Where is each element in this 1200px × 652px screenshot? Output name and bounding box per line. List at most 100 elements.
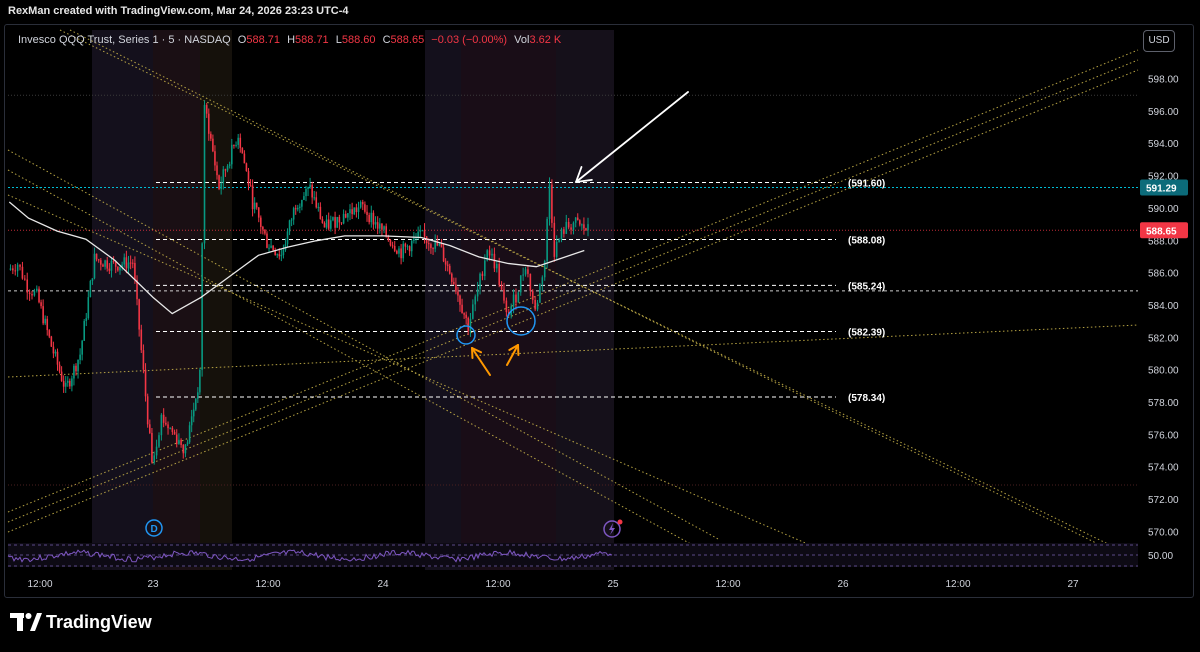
time-axis[interactable]: 12:00 23 12:00 24 12:00 25 12:00 26 12:00 27 (27, 579, 1079, 590)
candle-body (421, 230, 424, 232)
rsi-line (7, 549, 613, 563)
trendline[interactable] (59, 29, 1111, 546)
candle-body (158, 435, 160, 447)
candle-body (440, 243, 443, 248)
lightning-icon[interactable] (603, 519, 623, 538)
candle-body (102, 264, 104, 267)
candle-body (79, 354, 81, 360)
candle-body (239, 137, 242, 148)
candle-body (366, 211, 368, 215)
candle-body (220, 183, 222, 190)
candle-body (315, 197, 318, 208)
candle-body (46, 318, 49, 331)
symbol-name[interactable]: Invesco QQQ Trust, Series 1 · 5 · NASDAQ (18, 34, 231, 46)
time-tick-label: 12:00 (27, 579, 52, 590)
candle-body (251, 185, 254, 210)
tradingview-logo-icon (10, 613, 42, 631)
highlight-circle[interactable] (456, 325, 476, 345)
dividend-marker-label: D (151, 524, 158, 535)
candle-body (119, 266, 121, 271)
price-tick-label: 588.00 (1148, 236, 1179, 247)
trendline[interactable] (7, 194, 811, 546)
candle-body (243, 153, 246, 164)
candle-body (296, 207, 299, 210)
time-tick-label: 12:00 (715, 579, 740, 590)
dividend-marker[interactable] (145, 519, 163, 537)
price-tick-label: 572.00 (1148, 495, 1179, 506)
candle-body (194, 398, 197, 410)
trendline[interactable] (7, 149, 721, 541)
candle-body (391, 245, 394, 247)
annotations (456, 91, 689, 376)
candle-body (60, 371, 63, 381)
trendline[interactable] (7, 49, 1139, 513)
moving-average-line[interactable] (8, 201, 585, 315)
session-band (153, 30, 200, 570)
candle-body (432, 248, 434, 250)
blue-line-price-tag: 591.29 (1140, 179, 1188, 196)
high-value: 588.71 (295, 34, 329, 46)
candle-body (162, 414, 165, 423)
candle-body (313, 197, 316, 199)
candle-body (574, 217, 577, 223)
volume-label: Vol (514, 34, 530, 46)
session-band (556, 30, 614, 570)
time-tick-label: 23 (147, 579, 159, 590)
candle-body (515, 294, 517, 303)
candle-body (527, 269, 529, 274)
candle-body (481, 273, 484, 276)
candle-body (282, 250, 285, 256)
candle-body (134, 263, 136, 280)
candle-body (28, 292, 31, 295)
trendline[interactable] (7, 69, 1139, 533)
level-label: (585.24) (848, 281, 885, 292)
candle-body (579, 220, 581, 225)
candle-body (349, 209, 351, 214)
trendline[interactable] (7, 59, 1139, 523)
close-label: C (382, 34, 391, 46)
rsi-pane[interactable]: 50.00 (7, 543, 1173, 567)
orange-arrow[interactable] (506, 344, 520, 366)
session-shading (92, 30, 614, 570)
candle-body (222, 169, 225, 184)
candle-body (563, 229, 565, 234)
candle-body (270, 245, 272, 248)
price-chart[interactable]: (591.60) (588.08) (585.24) (582.39) (578.34)… (0, 0, 1200, 600)
candle-body (48, 330, 51, 337)
candle-body (425, 236, 428, 244)
candle-body (230, 144, 233, 165)
candle-body (184, 444, 187, 454)
candles (9, 100, 589, 465)
price-tick-label: 576.00 (1148, 430, 1179, 441)
candle-body (467, 317, 470, 332)
candle-body (40, 302, 42, 307)
highlight-circle[interactable] (506, 306, 536, 336)
trendline[interactable] (7, 324, 1139, 378)
candle-body (321, 218, 324, 224)
candle-body (558, 239, 560, 242)
orange-arrow[interactable] (471, 347, 491, 376)
time-tick-label: 25 (607, 579, 619, 590)
low-label: L (335, 34, 342, 46)
currency-button[interactable]: USD (1143, 30, 1175, 52)
candle-body (327, 219, 330, 229)
white-arrow[interactable] (575, 91, 689, 183)
candle-body (73, 365, 75, 379)
candle-body (389, 240, 392, 246)
candle-body (529, 273, 532, 291)
price-axis[interactable]: 598.00 596.00 594.00 592.00 590.00 588.00 586.… (1140, 75, 1188, 539)
candle-body (95, 253, 98, 260)
trendline[interactable] (7, 169, 721, 561)
candle-body (108, 268, 111, 271)
candle-body (519, 275, 522, 293)
tradingview-brand: TradingView (46, 612, 152, 632)
candle-body (245, 163, 248, 172)
candle-body (311, 184, 313, 198)
candle-body (476, 288, 479, 297)
candle-body (75, 365, 77, 372)
candle-body (353, 207, 356, 215)
candle-body (153, 455, 155, 463)
price-tick-label: 598.00 (1148, 75, 1179, 86)
candle-body (498, 263, 500, 286)
candle-body (144, 369, 147, 397)
